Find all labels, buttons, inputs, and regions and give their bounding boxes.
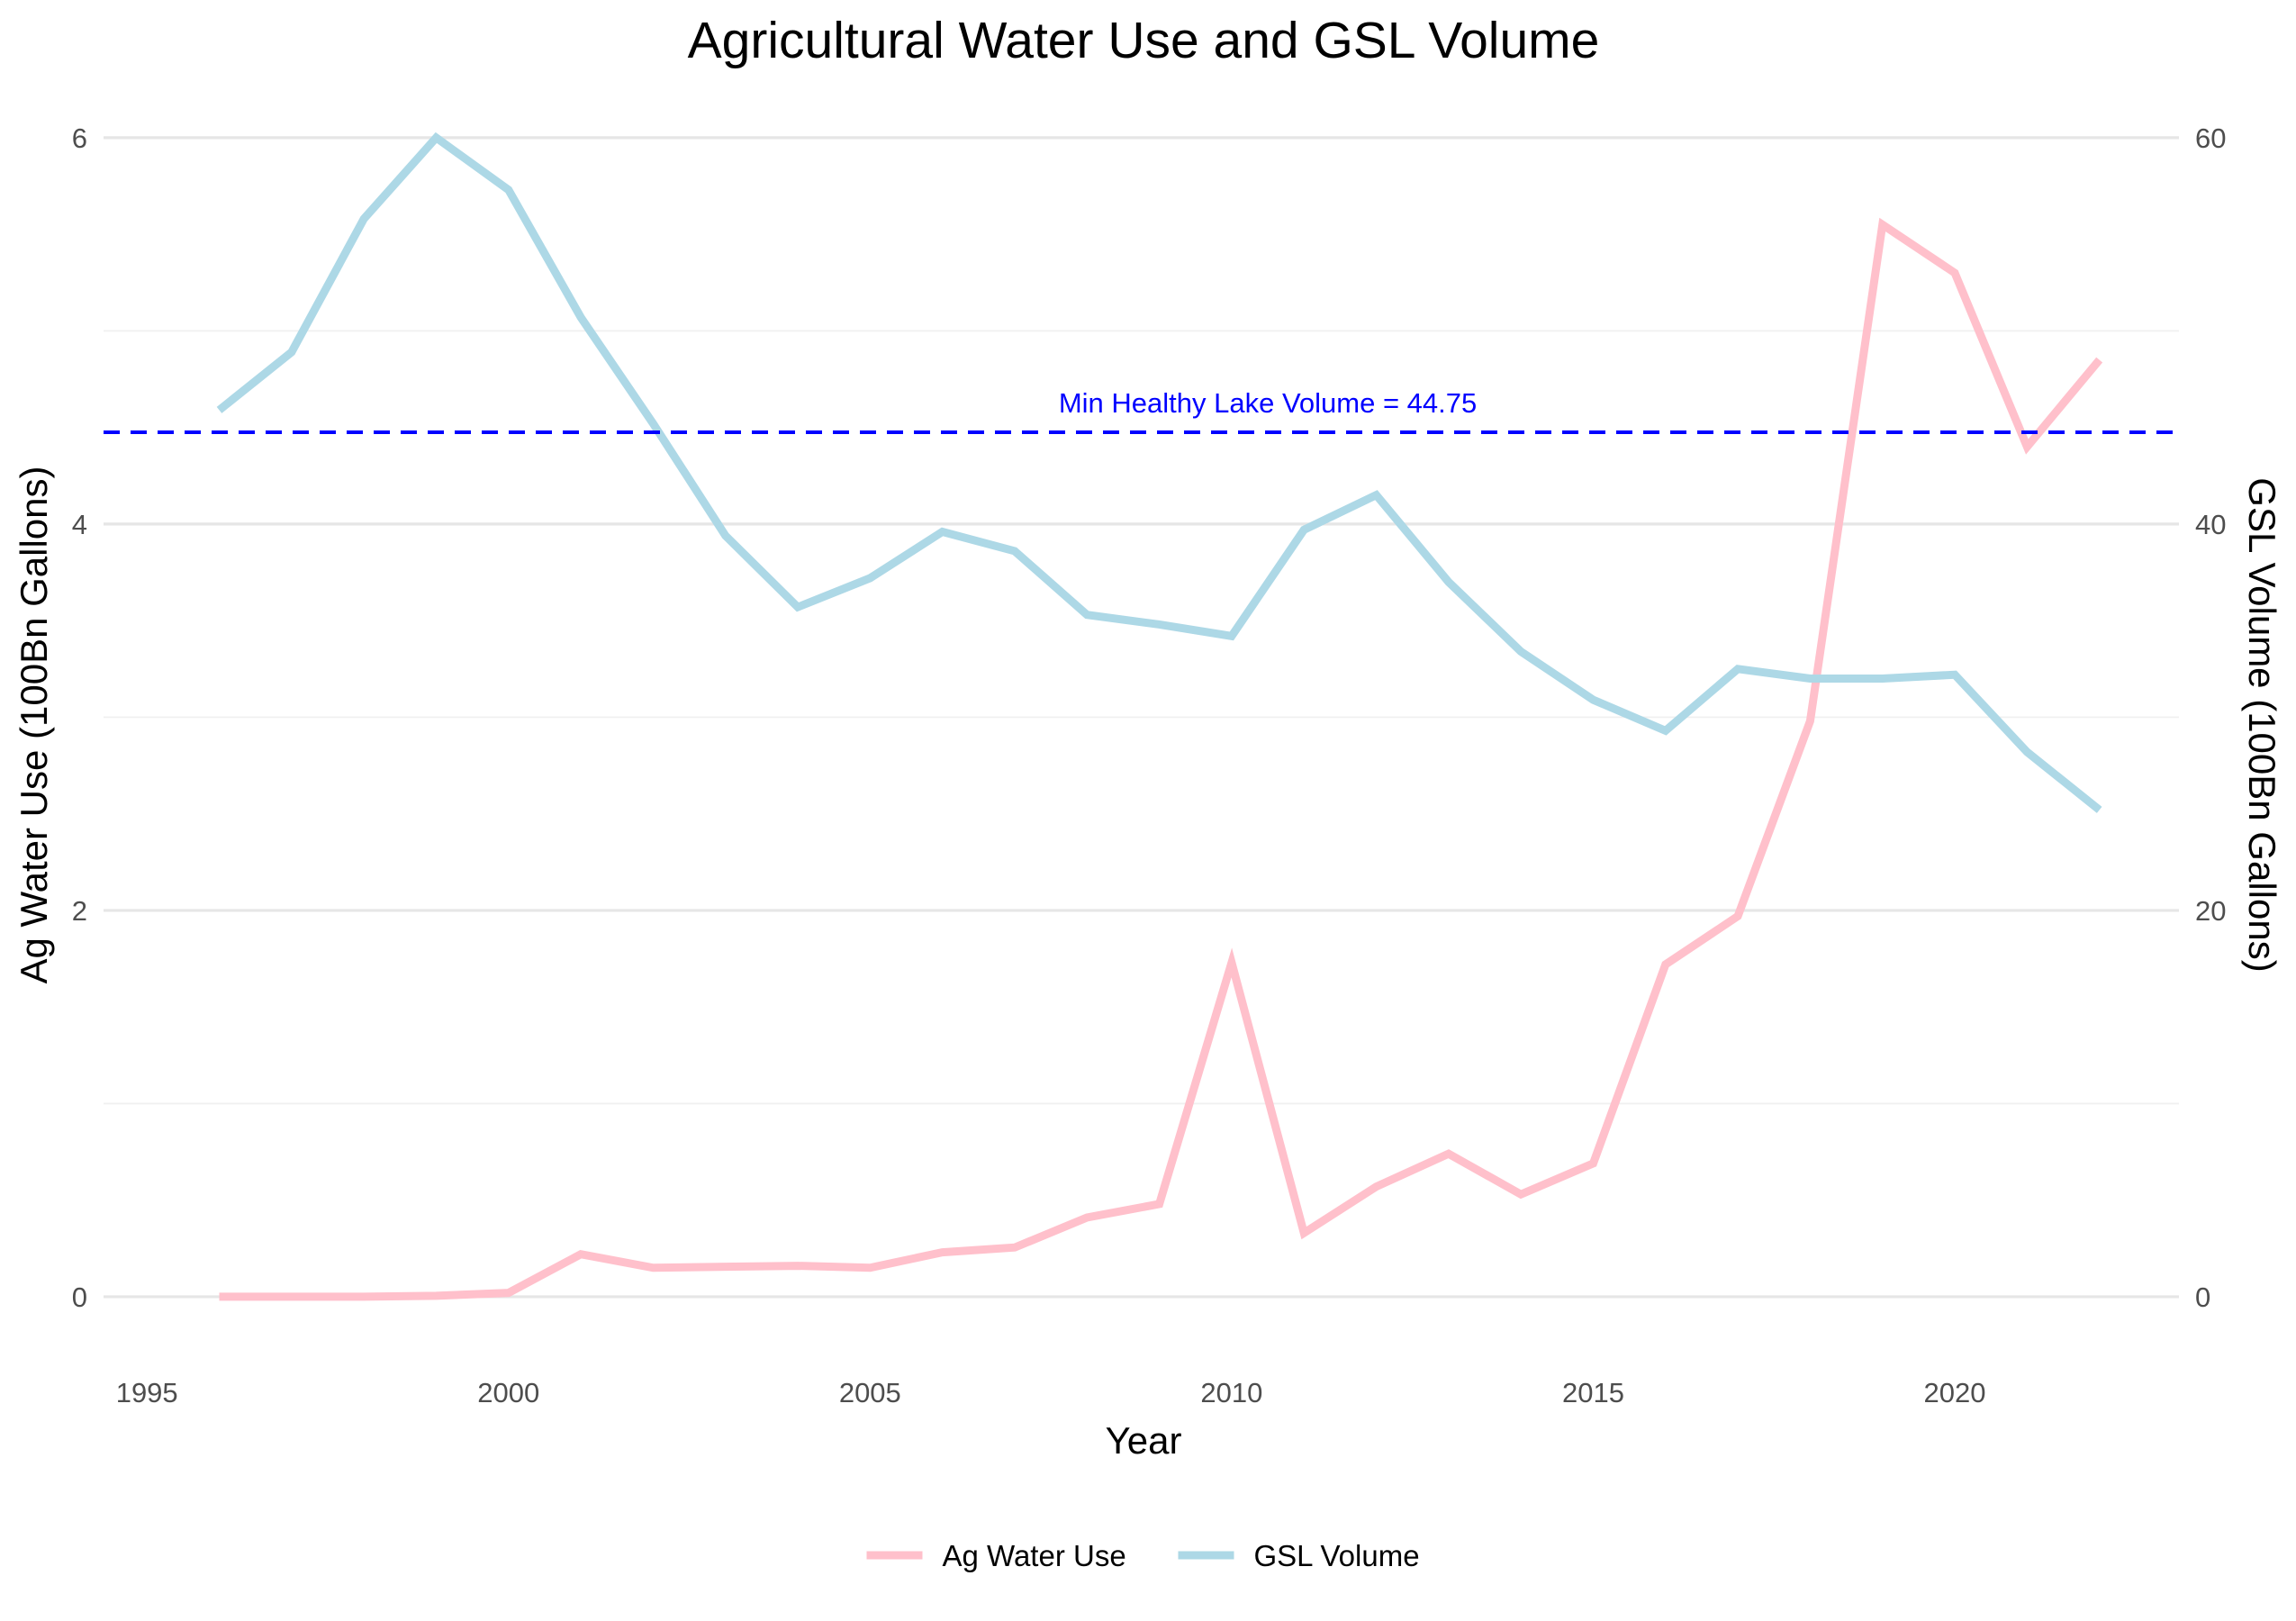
- reference-line-label: Min Healthy Lake Volume = 44.75: [1059, 387, 1477, 419]
- legend-label-ag-water-use: Ag Water Use: [943, 1539, 1126, 1572]
- legend: Ag Water Use GSL Volume: [866, 1539, 1420, 1572]
- y-left-tick-label: 0: [72, 1281, 87, 1313]
- x-tick-label: 2000: [477, 1377, 539, 1408]
- y-right-tick-label: 60: [2195, 122, 2226, 154]
- plot-lines: [216, 131, 2103, 1301]
- x-tick-label: 2020: [1924, 1377, 1986, 1408]
- x-tick-label: 2010: [1200, 1377, 1262, 1408]
- y-left-tick-label: 2: [72, 895, 87, 927]
- x-tick-label: 1995: [116, 1377, 178, 1408]
- y-axis-left-title: Ag Water Use (100Bn Gallons): [13, 466, 55, 983]
- y-right-tick-label: 20: [2195, 895, 2226, 927]
- y-left-tick-label: 4: [72, 509, 87, 540]
- legend-label-gsl-volume: GSL Volume: [1254, 1539, 1420, 1572]
- series-line-ag-water-use: [219, 217, 2103, 1301]
- y-left-tick-label: 6: [72, 122, 87, 154]
- y-right-tick-label: 0: [2195, 1281, 2210, 1313]
- chart-title: Agricultural Water Use and GSL Volume: [688, 12, 1600, 69]
- x-axis-title: Year: [1106, 1419, 1182, 1462]
- reference-line-group: Min Healthy Lake Volume = 44.75: [104, 387, 2179, 435]
- x-tick-label: 2005: [839, 1377, 901, 1408]
- y-axis-right-title: GSL Volume (100Bn Gallons): [2241, 477, 2283, 972]
- x-tick-label: 2015: [1562, 1377, 1624, 1408]
- y-right-tick-label: 40: [2195, 509, 2226, 540]
- series-line-gsl-volume: [216, 131, 2102, 813]
